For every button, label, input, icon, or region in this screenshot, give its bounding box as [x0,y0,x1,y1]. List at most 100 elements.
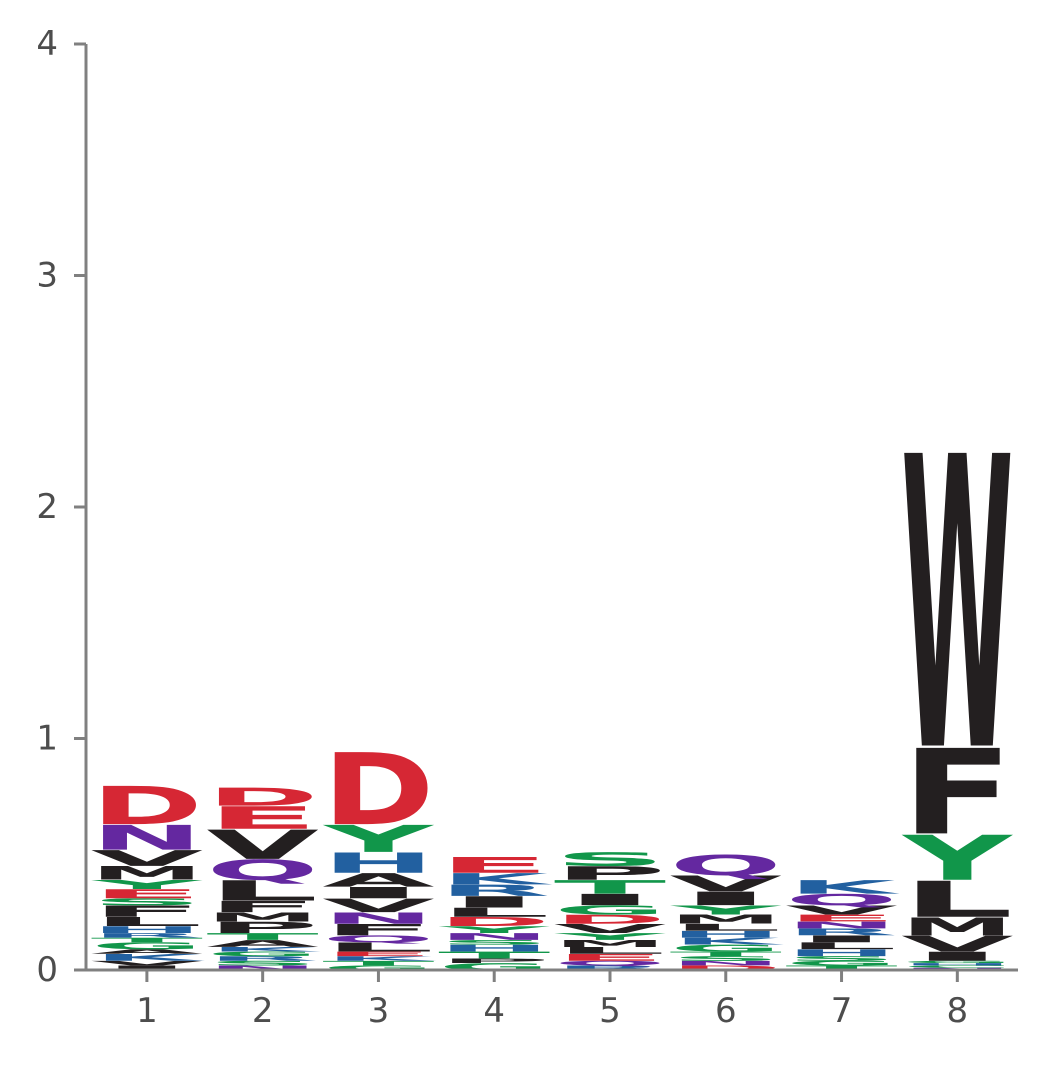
logo-letter-G: G [785,960,897,967]
logo-letter-N: N [91,818,203,858]
logo-letter-E: E [438,853,550,878]
logo-letter-L: L [207,875,319,907]
logo-stacks: IVKAGTRHLFSEYMVNDNSRGKATPMFLQVEDGTKELQFN… [90,374,1014,972]
logo-letter-R: R [207,955,319,962]
logo-letter-V: V [322,895,434,916]
logo-letter-N: N [207,964,319,971]
logo-letter-E: E [91,887,203,901]
x-tick-label: 6 [715,991,737,1031]
logo-letter-P: P [207,919,319,937]
logo-letter-E: E [785,913,897,924]
logo-letter-S: S [207,960,319,967]
logo-letter-C: C [901,965,1013,969]
logo-letter-T: T [91,937,203,944]
logo-letter-H: H [322,847,434,879]
logo-letter-I: I [554,891,666,909]
y-tick-label: 1 [36,719,58,759]
logo-letter-Q: Q [785,891,897,909]
logo-stack-position-8: NCHGIVMLYFW [900,374,1014,971]
logo-letter-T: T [438,950,550,961]
logo-letter-K: K [440,870,552,888]
logo-letter-R: R [785,927,897,938]
logo-letter-G: G [322,964,434,971]
logo-letter-D: D [670,964,782,971]
logo-letter-M: M [207,910,319,924]
logo-letter-V: V [207,822,319,869]
logo-letter-P: P [554,863,666,885]
x-tick-label: 4 [483,991,505,1031]
x-tick-label: 3 [368,991,390,1031]
logo-letter-T: T [785,964,897,971]
logo-letter-Q: Q [670,849,782,882]
logo-letter-I: I [670,888,782,909]
y-tick-label: 2 [36,487,58,527]
logo-letter-N: N [438,931,550,942]
logo-letter-M: M [901,913,1013,942]
logo-letter-K: K [672,936,785,947]
logo-letter-T: T [207,931,319,942]
logo-letter-Y: Y [553,931,666,942]
logo-letter-A: A [91,948,203,955]
logo-letter-E: E [554,952,666,963]
logo-letter-Y: Y [90,878,203,892]
logo-letter-Y: Y [437,924,550,935]
logo-letter-G: G [438,961,550,972]
logo-letter-G: G [91,941,203,952]
logo-letter-L: L [322,940,434,954]
logo-letter-V: V [554,922,667,936]
logo-letter-S: S [554,849,666,871]
logo-letter-W: W [901,374,1013,841]
logo-letter-D: D [554,912,666,926]
logo-letter-K: K [788,877,900,899]
logo-letter-T: T [670,950,782,957]
logo-letter-I: I [901,949,1013,963]
x-tick-label: 1 [136,991,158,1031]
logo-letter-E: E [322,950,434,957]
logo-letter-T: T [322,960,434,967]
logo-letter-L: L [670,922,782,933]
logo-letter-R: R [91,932,203,939]
logo-letter-I: I [91,964,203,971]
logo-letter-Y: Y [900,823,1014,895]
logo-letter-H: H [91,924,203,935]
y-tick-label: 4 [36,24,58,64]
logo-letter-G: G [554,903,666,917]
logo-letter-G: G [901,960,1013,964]
logo-letter-Q: Q [554,960,666,967]
logo-letter-I: I [322,884,434,902]
logo-letter-A: A [322,870,434,891]
logo-letter-S: S [785,955,897,962]
logo-letter-H: H [670,929,782,940]
logo-letter-K: K [93,952,206,963]
logo-letter-L: L [785,941,897,952]
logo-letter-F: F [901,724,1013,861]
logo-letter-V: V [901,932,1013,957]
logo-letter-G: G [670,943,782,954]
logo-letter-S: S [670,955,782,962]
logo-letter-P: P [438,957,550,964]
logo-letter-A: A [207,938,320,949]
logo-letter-N: N [322,909,434,927]
logo-letter-K: K [325,955,438,962]
logo-letter-M: M [670,912,782,926]
logo-letter-R: R [438,882,550,900]
logo-letter-Y: Y [321,818,435,861]
logo-letter-L: L [554,945,666,956]
logo-letter-S: S [91,897,203,908]
logo-letter-N: N [785,920,897,931]
logo-letter-V: V [91,960,203,967]
logo-letter-L: L [438,905,550,919]
x-tick-label: 2 [252,991,274,1031]
y-tick-label: 3 [36,256,58,296]
logo-letter-V: V [91,846,203,871]
x-tick-label: 7 [831,991,853,1031]
logo-letter-V: V [670,871,782,896]
logo-letter-F: F [322,921,434,939]
logo-letter-I: I [785,934,897,945]
logo-letter-E: E [207,800,319,836]
